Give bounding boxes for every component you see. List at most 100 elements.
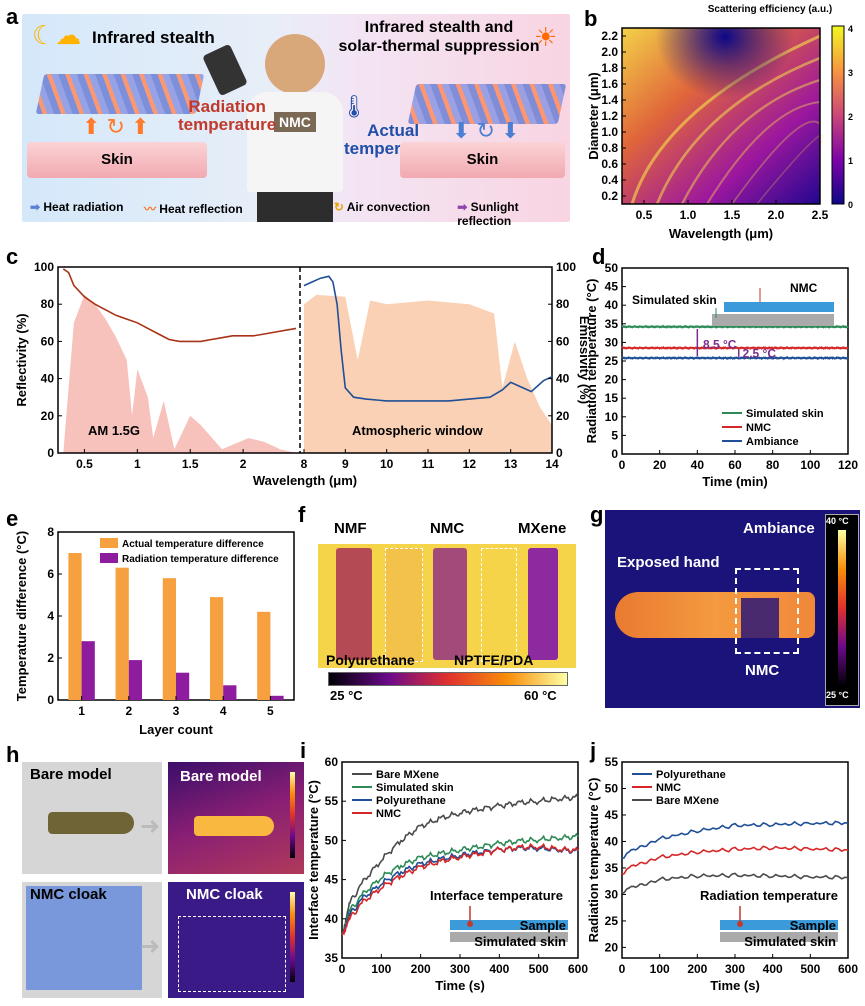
label-nptfe: NPTFE/PDA: [454, 652, 534, 668]
legend-label: Simulated skin: [746, 408, 824, 420]
y-tick-label: 35: [605, 317, 619, 331]
right-title: Infrared stealth and solar-thermal suppr…: [334, 18, 544, 56]
y-tick-label: 40: [325, 912, 339, 926]
person-pants: [257, 192, 333, 222]
legend-label: Radiation temperature difference: [122, 554, 279, 565]
chart-c: c 0 20 40 60 80 100 0 20 40 60 80 100 0.5 1 1.5 2 8 9 10 11 1…: [6, 244, 592, 488]
am15g-spectrum: [63, 294, 297, 453]
legend-label: Ambiance: [746, 436, 799, 448]
y-tick-label: 45: [605, 280, 619, 294]
colorbar-g: [838, 530, 846, 686]
y-tick-label: 100: [34, 260, 54, 274]
x-axis-label: Layer count: [139, 722, 213, 737]
x-tick-label: 1: [78, 704, 85, 718]
schematic-panel: ☾☁ Infrared stealth Infrared stealth and…: [22, 14, 570, 228]
x-tick-label: 5: [267, 704, 274, 718]
x-axis-label: Time (s): [710, 978, 760, 993]
x-axis-label: Time (s): [435, 978, 485, 993]
x-tick-label: 4: [220, 704, 227, 718]
y-tick-label: 1.0: [601, 125, 618, 139]
legend-label: Simulated skin: [376, 782, 454, 794]
panel-label-a: a: [6, 4, 19, 29]
bar-radiation: [270, 695, 284, 700]
bar-radiation: [128, 660, 143, 700]
y-tick-label: 100: [556, 260, 576, 274]
label-nmc: NMC: [745, 662, 780, 679]
series-bare-mxene: [621, 872, 849, 894]
colorbar-f: [328, 672, 568, 686]
x-tick-label: 120: [838, 458, 858, 472]
series-polyurethane: [621, 820, 849, 859]
label-nmc-cloak: NMC cloak: [30, 886, 107, 903]
photo-nmc-cloak: NMC cloak: [22, 882, 162, 998]
sample-polyurethane: [385, 548, 423, 662]
x-tick-label: 3: [173, 704, 180, 718]
ir-bare-model: Bare model: [168, 762, 304, 874]
colorbar-tick: 0: [848, 200, 853, 210]
radiation-temp-line1: Radiation: [188, 97, 266, 116]
y-tick-label: 0.6: [601, 157, 618, 171]
panel-label-j: j: [589, 738, 596, 763]
y-tick-label: 10: [605, 410, 619, 424]
legend-label: NMC: [746, 422, 771, 434]
ir-scale-bar: [290, 772, 295, 858]
ir-nmc-cloak: NMC cloak: [168, 882, 304, 998]
inset-substrate: [712, 314, 834, 326]
colorbar-title: Scattering efficiency (a.u.): [708, 4, 832, 15]
legend-heat-radiation-label: Heat radiation: [43, 200, 124, 214]
hand-shape: [615, 592, 815, 638]
chart-e: e 1 2 3 4 5 0 2 4 6 8 Layer count Temperature differ…: [6, 506, 295, 737]
y-tick-label: 50: [605, 261, 619, 275]
inset-skin-layer: [720, 932, 838, 942]
x-tick-label: 11: [422, 457, 435, 471]
photo-bare-model: Bare model: [22, 762, 162, 874]
colorbar-f-min: 25 °C: [330, 688, 363, 703]
colorbar: [831, 25, 845, 205]
y-tick-label: 25: [605, 354, 619, 368]
x-tick-label: 14: [545, 457, 559, 471]
panel-label-i: i: [300, 738, 306, 763]
legend-label: Polyurethane: [376, 795, 446, 807]
x-tick-label: 100: [371, 962, 391, 976]
x-tick-label: 1.5: [182, 457, 199, 471]
y-tick-label: 40: [605, 834, 619, 848]
legend-label: NMC: [376, 808, 401, 820]
helicopter-bare: [48, 812, 134, 834]
x-tick-label: 0: [619, 458, 626, 472]
y-tick-label: 2: [47, 651, 54, 665]
panel-label-h: h: [6, 742, 20, 767]
sun-icon: ☀: [534, 22, 558, 52]
label-nmc-cloak-ir: NMC cloak: [186, 886, 263, 903]
nmc-box: [735, 568, 799, 654]
annotation-am15g: AM 1.5G: [88, 423, 140, 438]
x-tick-label: 2: [240, 457, 247, 471]
person-head: [265, 34, 325, 94]
ir-scale-bar-2: [290, 892, 295, 982]
panel-label-c: c: [6, 244, 18, 269]
x-tick-label: 0.5: [76, 457, 93, 471]
colorbar-f-max: 60 °C: [524, 688, 557, 703]
chart-j: j 20 25 30 35 40 45 50 55 0 100 200 300 400 500 600 Time…: [586, 738, 858, 993]
y-tick-label: 1.8: [601, 61, 618, 75]
label-bare-model: Bare model: [30, 766, 112, 783]
inset-title: Radiation temperature: [700, 888, 838, 903]
inset-label-sample: Sample: [790, 918, 836, 933]
colorbar-tick: 2: [848, 112, 853, 122]
person-shirt: [247, 92, 343, 192]
legend-swatch: [100, 538, 118, 548]
inset-nmc-layer: [724, 302, 834, 312]
arrow-right-icon: ➜: [140, 813, 161, 840]
inset-skin-layer: [450, 932, 568, 942]
legend-sunlight-reflection: ➡ Sunlight reflection: [457, 200, 519, 228]
colorbar-g-max: 40 °C: [826, 516, 849, 526]
legend-swatch: [100, 553, 118, 563]
y-tick-label: 4: [47, 609, 54, 623]
inset-label-nmc: NMC: [790, 281, 818, 295]
x-axis-label: Wavelength (μm): [669, 226, 773, 241]
y-tick-label: 30: [605, 887, 619, 901]
bar-actual: [115, 567, 129, 700]
x-tick-label: 0: [339, 962, 346, 976]
y-axis-label: Radiation temperature (°C): [584, 279, 599, 444]
x-tick-label: 10: [380, 457, 394, 471]
x-tick-label: 600: [568, 962, 588, 976]
